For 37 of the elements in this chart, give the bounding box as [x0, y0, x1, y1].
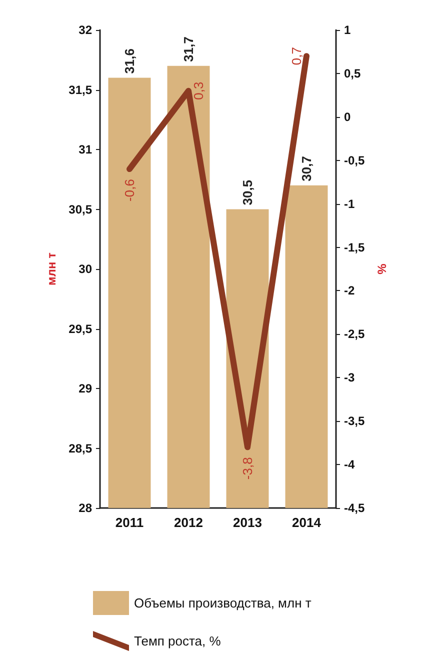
y2-tick-label: -3,5: [344, 414, 366, 428]
y2-tick-label: -4: [344, 458, 355, 472]
legend-label: Объемы производства, млн т: [134, 596, 312, 610]
y2-tick-label: -1: [344, 196, 355, 211]
data-label: 0,7: [289, 47, 304, 66]
data-label: -3,8: [240, 457, 255, 480]
y-tick-label: 28,5: [68, 441, 92, 456]
y2-axis-title: %: [375, 263, 389, 274]
y-tick-label: 28: [78, 501, 92, 515]
data-label: 0,3: [191, 82, 206, 100]
data-label: -0,6: [122, 179, 137, 202]
y-tick-label: 32: [78, 23, 92, 37]
data-label: 30,5: [240, 180, 255, 206]
y-tick-label: 29: [78, 382, 92, 396]
y2-tick-label: -2: [344, 284, 355, 298]
y-tick-label: 31,5: [68, 82, 92, 97]
x-tick-label: 2012: [174, 515, 203, 530]
legend-label: Темп роста, %: [134, 634, 222, 648]
y2-tick-label: 0: [344, 110, 351, 124]
x-tick-label: 2011: [115, 515, 144, 530]
x-tick-label: 2013: [233, 515, 262, 530]
data-label: 30,7: [299, 156, 314, 182]
y2-tick-label: -3: [344, 370, 355, 385]
y-tick-label: 29,5: [68, 322, 92, 336]
data-label: 31,7: [181, 36, 196, 62]
y-axis-title: млн т: [44, 252, 59, 286]
y2-tick-label: -4,5: [344, 501, 366, 515]
y2-tick-label: -1,5: [344, 240, 366, 254]
y-tick-label: 30,5: [68, 202, 92, 216]
y2-tick-label: -0,5: [344, 153, 366, 168]
y-tick-label: 31: [78, 142, 92, 156]
y2-tick-label: 1: [344, 23, 351, 37]
data-label: 31,6: [122, 48, 137, 74]
y2-tick-label: -2,5: [344, 327, 366, 342]
y2-tick-label: 0,5: [344, 66, 362, 80]
y-tick-label: 30: [78, 262, 92, 276]
x-tick-label: 2014: [292, 515, 322, 530]
